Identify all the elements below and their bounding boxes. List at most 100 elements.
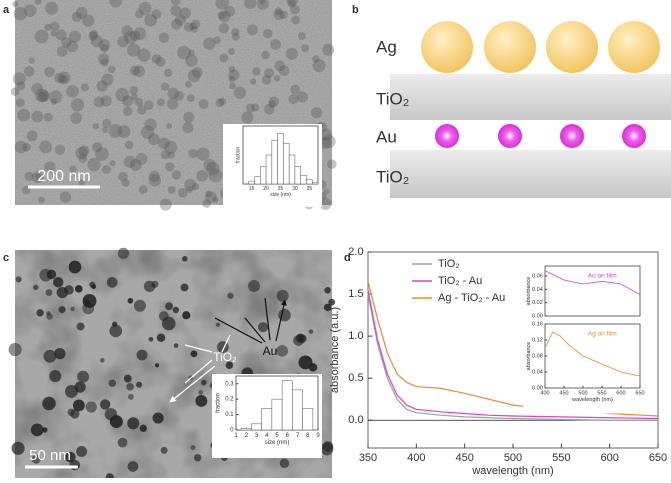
particle — [215, 0, 229, 10]
x-tick-label: 600 — [616, 390, 625, 396]
particle — [182, 256, 188, 262]
particle — [202, 199, 211, 208]
y-tick-label: 2.0 — [348, 246, 363, 258]
particle — [15, 98, 25, 108]
particle — [144, 118, 157, 131]
particle — [156, 333, 166, 343]
particle — [33, 284, 39, 291]
particle — [31, 454, 41, 464]
particle — [35, 88, 49, 103]
particle — [297, 32, 306, 41]
particle — [151, 9, 162, 19]
particle — [78, 179, 86, 186]
particle — [68, 260, 82, 274]
particle — [262, 28, 273, 39]
bar — [294, 166, 301, 185]
bar — [265, 154, 273, 185]
particle — [256, 0, 269, 10]
particle — [308, 329, 314, 334]
particle — [44, 161, 56, 173]
chart: 15 20 25 30 35 size (nm) fraction — [223, 124, 322, 207]
y-tick-label: 0.08 — [532, 353, 543, 359]
particle — [34, 29, 49, 44]
particle — [127, 43, 141, 57]
particle — [109, 415, 123, 429]
particle — [54, 72, 65, 84]
y-tick-label: 0 — [230, 428, 234, 434]
particle — [273, 9, 285, 21]
particle — [319, 136, 332, 149]
particle — [191, 66, 203, 78]
particle — [100, 95, 112, 107]
x-tick-label: 1 — [234, 433, 238, 439]
particle — [129, 30, 141, 42]
particle — [64, 285, 74, 295]
particle — [133, 299, 146, 312]
particle — [322, 43, 335, 56]
legend-label: TiO₂ — [438, 258, 460, 270]
particle — [227, 292, 234, 299]
inset-background — [523, 322, 644, 414]
particle — [44, 66, 55, 78]
x-axis-label: size (nm) — [265, 440, 290, 446]
particle — [108, 379, 117, 387]
annotation: TiO₂ — [213, 350, 237, 364]
particle — [37, 91, 48, 103]
y-tick-label: 0.12 — [532, 337, 543, 343]
tem-image-a: 200 nm — [10, 0, 337, 211]
particle — [42, 396, 56, 411]
particle — [50, 98, 58, 105]
particle — [186, 94, 195, 103]
particle — [182, 122, 194, 134]
particle — [252, 67, 261, 76]
particle — [134, 9, 144, 19]
particle — [30, 423, 44, 437]
particle — [218, 10, 231, 23]
particle — [205, 161, 220, 176]
line — [544, 331, 641, 377]
particle — [257, 322, 269, 333]
particle — [124, 140, 134, 150]
particle — [195, 395, 208, 407]
particle — [136, 381, 143, 388]
particle — [198, 390, 203, 395]
particle — [231, 32, 240, 41]
particle — [245, 103, 255, 113]
line — [367, 289, 659, 420]
particle — [259, 0, 266, 5]
particle — [151, 280, 159, 288]
particle — [98, 53, 110, 65]
particle — [185, 54, 198, 67]
panel-label: d — [344, 252, 351, 264]
bar — [300, 175, 307, 185]
particle — [123, 155, 136, 168]
particle — [127, 461, 139, 472]
x-tick-label: 2 — [245, 433, 249, 439]
particle — [200, 379, 207, 386]
particle — [264, 68, 275, 79]
particle — [109, 0, 123, 8]
particle — [212, 196, 219, 203]
particle — [215, 98, 225, 108]
particle — [55, 29, 67, 41]
y-tick-label: 0.16 — [532, 321, 543, 327]
particle — [56, 46, 68, 57]
x-tick-label: 6 — [286, 433, 290, 439]
particle — [173, 343, 179, 348]
particle — [279, 10, 288, 20]
particle — [70, 306, 75, 312]
x-tick-label: 8 — [306, 433, 310, 439]
particle — [139, 424, 147, 433]
particle — [188, 49, 195, 56]
particle — [117, 125, 131, 139]
particle — [102, 118, 112, 129]
particle — [57, 71, 71, 85]
particle — [16, 81, 26, 91]
particle — [12, 1, 19, 8]
particle — [229, 82, 236, 90]
particle — [50, 30, 57, 37]
layer-label: Ag — [376, 37, 397, 56]
particle — [100, 44, 109, 53]
x-tick-label: 450 — [455, 452, 473, 464]
particle — [122, 95, 134, 107]
